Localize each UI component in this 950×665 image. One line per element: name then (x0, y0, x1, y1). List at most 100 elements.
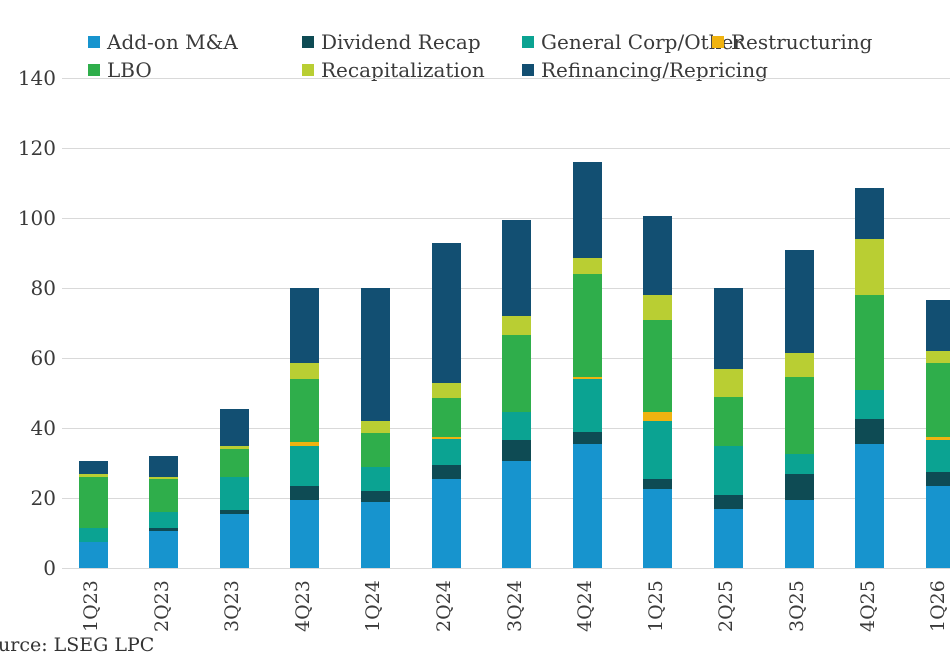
x-tick-label-2q24: 2Q24 (433, 580, 455, 632)
bar-segment-2q23-refinancing-repricing (149, 456, 179, 477)
legend-item-dividend-recap: Dividend Recap (302, 30, 481, 54)
bar-segment-1q25-restructuring (643, 412, 673, 421)
bar-3q23 (219, 408, 249, 568)
bar-2q23 (149, 456, 179, 568)
legend-swatch-icon-refinancing-repricing (522, 64, 534, 76)
bar-segment-1q25-refinancing-repricing (643, 216, 673, 295)
bar-1q23 (78, 461, 108, 568)
bar-segment-1q23-recapitalization (78, 473, 108, 477)
bar-segment-3q25-general-corp-other (784, 454, 814, 474)
bar-segment-3q23-refinancing-repricing (219, 408, 249, 446)
bar-segment-4q25-recapitalization (855, 239, 885, 295)
legend-item-restructuring: Restructuring (712, 30, 872, 54)
bar-segment-4q23-refinancing-repricing (290, 288, 320, 364)
bar-segment-4q25-add-on-m-a (855, 443, 885, 568)
gridline-140 (62, 77, 950, 79)
bar-segment-1q26-dividend-recap (925, 471, 950, 486)
bar-segment-1q23-general-corp-other (78, 527, 108, 542)
bar-segment-3q25-add-on-m-a (784, 499, 814, 568)
bar-4q25 (855, 188, 885, 568)
legend-swatch-icon-recapitalization (302, 64, 314, 76)
bar-segment-4q24-restructuring (572, 377, 602, 379)
bar-segment-1q25-add-on-m-a (643, 489, 673, 568)
bar-segment-1q24-general-corp-other (360, 466, 390, 491)
legend-swatch-icon-add-on-m-a (88, 36, 100, 48)
bar-segment-1q26-general-corp-other (925, 440, 950, 472)
bar-segment-2q23-general-corp-other (149, 512, 179, 528)
bar-segment-1q25-recapitalization (643, 295, 673, 320)
bar-segment-2q25-refinancing-repricing (713, 288, 743, 369)
x-tick-label-3q23: 3Q23 (221, 580, 244, 632)
legend-label-dividend-recap: Dividend Recap (321, 30, 481, 54)
bar-segment-3q25-lbo (784, 377, 814, 455)
bar-segment-1q24-recapitalization (360, 421, 390, 434)
bar-2q25 (713, 288, 743, 568)
bar-segment-2q23-dividend-recap (149, 527, 179, 532)
bar-segment-4q24-refinancing-repricing (572, 162, 602, 259)
legend-label-add-on-m-a: Add-on M&A (107, 30, 238, 54)
x-tick-label-1q25: 1Q25 (644, 580, 667, 632)
gridline-100 (62, 217, 950, 219)
y-tick-label-120: 120 (17, 136, 56, 160)
bar-segment-3q24-add-on-m-a (502, 461, 532, 568)
bar-4q23 (290, 288, 320, 568)
legend-label-restructuring: Restructuring (731, 30, 873, 54)
x-tick-label-2q23: 2Q23 (150, 580, 173, 632)
bar-segment-1q23-add-on-m-a (78, 541, 108, 568)
bar-segment-4q24-add-on-m-a (572, 443, 602, 568)
y-tick-label-140: 140 (17, 66, 56, 90)
bar-segment-1q23-refinancing-repricing (78, 461, 108, 474)
y-tick-label-40: 40 (30, 416, 56, 440)
bar-segment-4q25-general-corp-other (855, 389, 885, 420)
source-label: urce: LSEG LPC (0, 634, 155, 656)
bar-segment-4q24-dividend-recap (572, 431, 602, 444)
y-tick-label-60: 60 (30, 346, 56, 370)
bar-segment-2q23-recapitalization (149, 477, 179, 479)
bar-segment-3q24-general-corp-other (502, 412, 532, 441)
legend-label-general-corp-other: General Corp/Other (541, 30, 743, 54)
bar-segment-2q25-recapitalization (713, 368, 743, 397)
bar-4q24 (572, 162, 602, 568)
bar-segment-4q25-refinancing-repricing (855, 188, 885, 239)
bar-segment-4q25-dividend-recap (855, 419, 885, 444)
bar-1q24 (360, 288, 390, 568)
bar-1q25 (643, 216, 673, 568)
bar-segment-2q24-add-on-m-a (431, 478, 461, 568)
bar-segment-1q24-lbo (360, 433, 390, 467)
bar-segment-2q23-add-on-m-a (149, 531, 179, 568)
bar-segment-3q24-recapitalization (502, 316, 532, 336)
bar-segment-2q24-refinancing-repricing (431, 242, 461, 383)
bar-2q24 (431, 242, 461, 568)
x-tick-label-1q23: 1Q23 (80, 580, 102, 632)
bar-segment-2q25-dividend-recap (713, 494, 743, 509)
bar-segment-1q26-restructuring (925, 436, 950, 441)
x-tick-label-3q24: 3Q24 (503, 580, 526, 632)
bar-segment-2q24-dividend-recap (431, 464, 461, 479)
x-tick-label-4q25: 4Q25 (856, 580, 879, 632)
y-tick-label-0: 0 (43, 556, 56, 580)
bar-segment-4q24-recapitalization (572, 258, 602, 274)
bar-segment-2q24-restructuring (431, 436, 461, 439)
y-tick-label-100: 100 (17, 206, 56, 230)
bar-segment-4q23-lbo (290, 379, 320, 442)
bar-segment-3q23-general-corp-other (219, 477, 249, 511)
bar-segment-3q23-add-on-m-a (219, 513, 249, 568)
bar-segment-3q23-dividend-recap (219, 510, 249, 514)
bar-segment-1q26-lbo (925, 363, 950, 437)
bar-segment-4q23-general-corp-other (290, 445, 320, 486)
gridline-0 (62, 567, 950, 569)
bar-segment-2q23-lbo (149, 478, 179, 512)
bar-segment-4q23-restructuring (290, 442, 320, 446)
bar-segment-4q23-dividend-recap (290, 485, 320, 500)
legend-item-general-corp-other: General Corp/Other (522, 30, 743, 54)
bar-segment-3q25-dividend-recap (784, 473, 814, 500)
bar-segment-4q24-general-corp-other (572, 379, 602, 432)
bar-segment-4q23-recapitalization (290, 363, 320, 379)
y-tick-label-80: 80 (30, 276, 56, 300)
x-tick-label-1q26: 1Q26 (927, 580, 950, 632)
bar-segment-4q24-lbo (572, 274, 602, 378)
bar-segment-1q25-dividend-recap (643, 478, 673, 490)
bar-segment-3q24-dividend-recap (502, 440, 532, 462)
x-tick-label-1q24: 1Q24 (362, 580, 385, 632)
